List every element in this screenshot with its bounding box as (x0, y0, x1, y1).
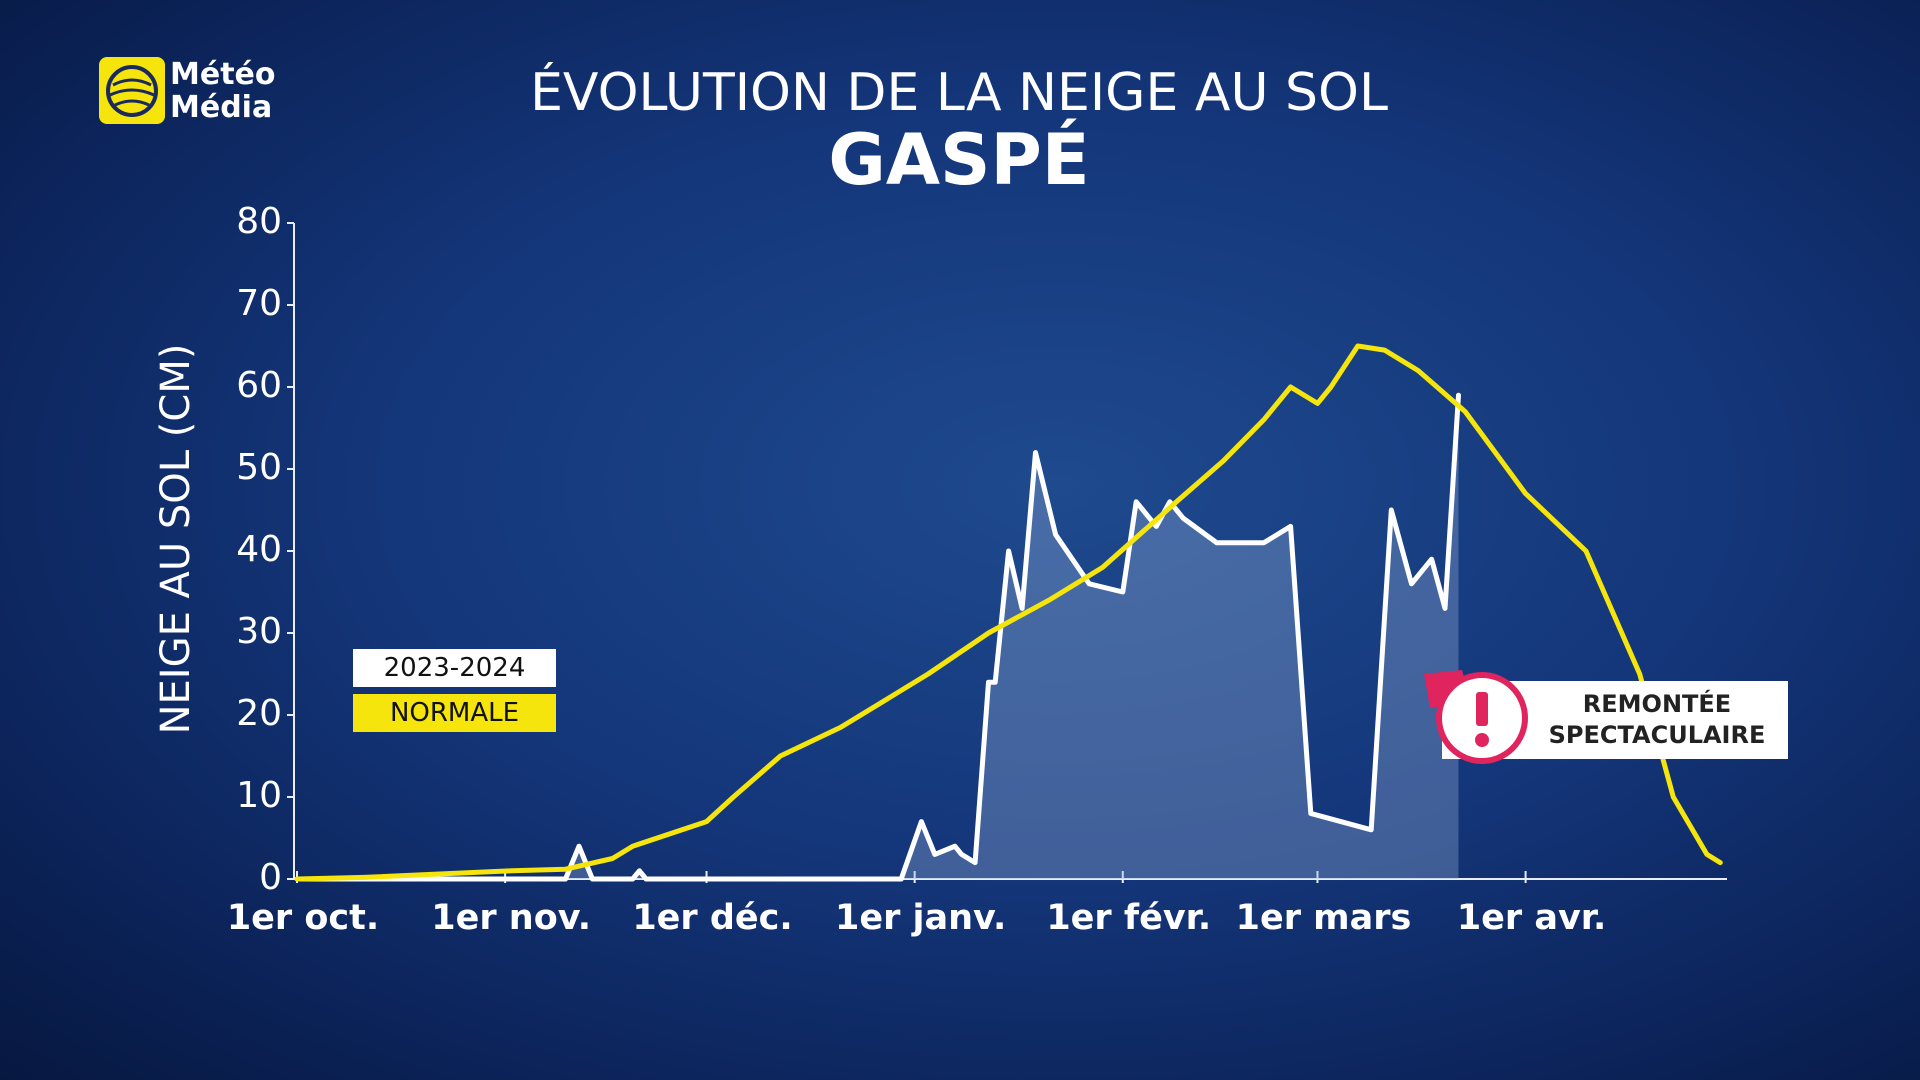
legend-entry: NORMALE (353, 694, 556, 732)
y-tick-label: 30 (236, 611, 282, 652)
chart-title: ÉVOLUTION DE LA NEIGE AU SOL (530, 62, 1388, 123)
y-tick-label: 0 (259, 857, 282, 898)
y-tick-label: 70 (236, 283, 282, 324)
logo-line: Média (170, 90, 273, 125)
series-line (294, 343, 1723, 882)
logo-text: Météo Média (170, 58, 276, 124)
logo-icon (99, 57, 165, 124)
x-tick-label: 1er déc. (632, 898, 792, 938)
x-tick-label: 1er nov. (431, 898, 591, 938)
annotation-box: REMONTÉE SPECTACULAIRE (1442, 681, 1788, 759)
chart-subtitle: GASPÉ (828, 119, 1089, 201)
x-tick-label: 1er oct. (227, 898, 379, 938)
series-line (294, 392, 1461, 882)
x-tick-label: 1er févr. (1046, 898, 1211, 938)
x-tick-label: 1er mars (1236, 898, 1412, 938)
y-tick-label: 80 (236, 201, 282, 242)
y-tick-label: 40 (236, 529, 282, 570)
y-axis-label: NEIGE AU SOL (CM) (153, 344, 199, 735)
x-tick-label: 1er janv. (835, 898, 1006, 938)
y-tick-label: 20 (236, 693, 282, 734)
y-tick-label: 10 (236, 775, 282, 816)
annotation-text: REMONTÉE SPECTACULAIRE (1548, 690, 1766, 749)
y-tick-label: 60 (236, 365, 282, 406)
area (297, 395, 1459, 879)
y-tick-label: 50 (236, 447, 282, 488)
logo-line: Météo (170, 57, 276, 92)
x-tick-label: 1er avr. (1457, 898, 1607, 938)
logo (99, 57, 165, 128)
legend-entry: 2023-2024 (353, 649, 556, 687)
